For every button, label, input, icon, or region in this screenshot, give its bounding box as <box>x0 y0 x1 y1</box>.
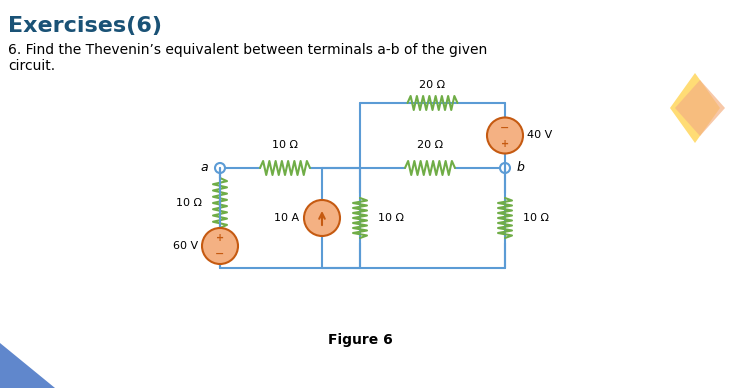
Text: 40 V: 40 V <box>527 130 552 140</box>
Polygon shape <box>675 80 725 136</box>
Text: +: + <box>216 233 224 243</box>
Text: 10 Ω: 10 Ω <box>523 213 549 223</box>
Text: 20 Ω: 20 Ω <box>417 140 443 150</box>
Text: 10 Ω: 10 Ω <box>176 198 202 208</box>
Text: −: − <box>501 122 509 132</box>
Text: 20 Ω: 20 Ω <box>420 80 445 90</box>
Text: −: − <box>215 249 225 259</box>
Text: Exercises(6): Exercises(6) <box>8 16 162 36</box>
Text: 60 V: 60 V <box>173 241 198 251</box>
Polygon shape <box>670 73 720 143</box>
Circle shape <box>304 200 340 236</box>
Circle shape <box>487 118 523 154</box>
Text: b: b <box>517 161 525 175</box>
Text: a: a <box>201 161 208 175</box>
Text: 10 Ω: 10 Ω <box>272 140 298 150</box>
Text: 10 Ω: 10 Ω <box>378 213 404 223</box>
Text: 10 A: 10 A <box>274 213 299 223</box>
Text: 6. Find the Thevenin’s equivalent between terminals a-b of the given
circuit.: 6. Find the Thevenin’s equivalent betwee… <box>8 43 487 73</box>
Text: +: + <box>501 139 509 149</box>
Polygon shape <box>0 343 55 388</box>
Text: Figure 6: Figure 6 <box>328 333 392 347</box>
Circle shape <box>202 228 238 264</box>
